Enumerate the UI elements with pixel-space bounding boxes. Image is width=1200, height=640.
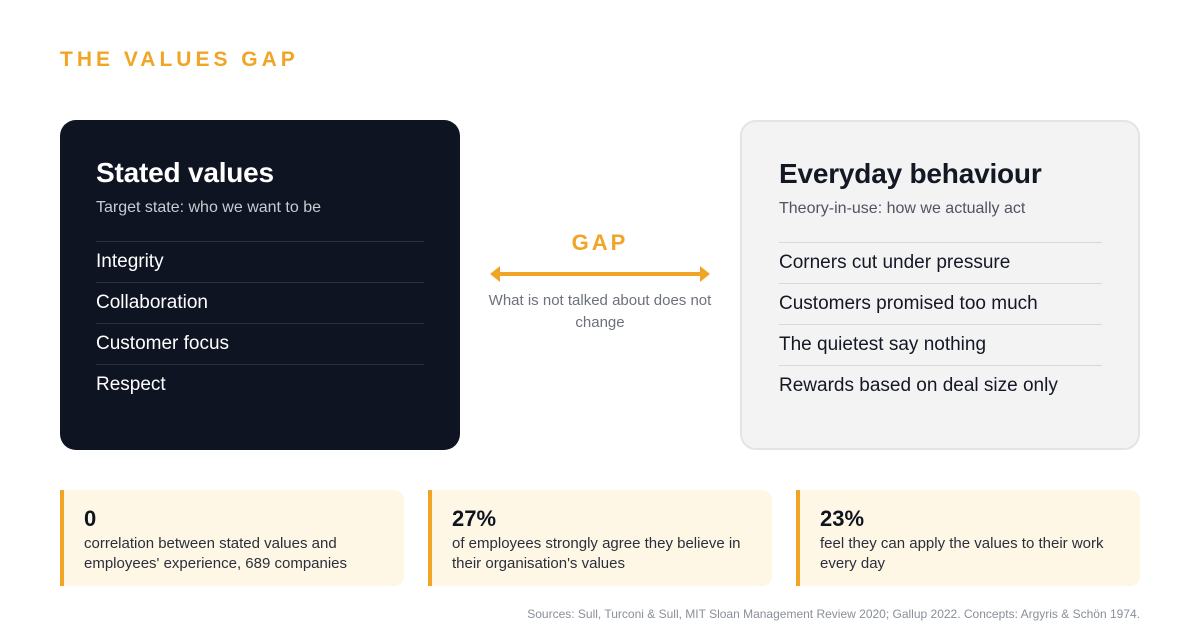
list-item: The quietest say nothing xyxy=(779,324,1102,365)
everyday-behaviour-card: Everyday behaviour Theory-in-use: how we… xyxy=(740,120,1140,450)
stat-value: 27% xyxy=(452,506,497,531)
stated-values-list: Integrity Collaboration Customer focus R… xyxy=(96,241,424,405)
double-arrow-icon xyxy=(490,266,710,282)
list-item: Collaboration xyxy=(96,282,424,323)
stat-description: correlation between stated values and em… xyxy=(84,535,348,572)
stat-card-believe: 27% of employees strongly agree they bel… xyxy=(428,490,772,586)
stat-description: feel they can apply the values to their … xyxy=(820,535,1104,572)
sources-footnote: Sources: Sull, Turconi & Sull, MIT Sloan… xyxy=(527,607,1140,621)
stated-values-card: Stated values Target state: who we want … xyxy=(60,120,460,450)
gap-label: GAP xyxy=(571,230,629,255)
list-item: Respect xyxy=(96,364,424,405)
stated-values-subtitle: Target state: who we want to be xyxy=(96,199,322,216)
gap-note: What is not talked about does not change xyxy=(488,292,712,331)
list-item: Customers promised too much xyxy=(779,283,1102,324)
everyday-behaviour-title: Everyday behaviour xyxy=(779,158,1042,189)
gap-indicator: GAP What is not talked about does not ch… xyxy=(480,230,720,334)
list-item: Customer focus xyxy=(96,323,424,364)
stat-value: 0 xyxy=(84,506,97,531)
list-item: Integrity xyxy=(96,241,424,282)
everyday-behaviour-subtitle: Theory-in-use: how we actually act xyxy=(779,200,1026,217)
stat-card-apply: 23% feel they can apply the values to th… xyxy=(796,490,1140,586)
stat-value: 23% xyxy=(820,506,865,531)
stat-card-correlation: 0 correlation between stated values and … xyxy=(60,490,404,586)
stat-description: of employees strongly agree they believe… xyxy=(452,535,741,572)
list-item: Corners cut under pressure xyxy=(779,242,1102,283)
everyday-behaviour-list: Corners cut under pressure Customers pro… xyxy=(779,242,1102,406)
list-item: Rewards based on deal size only xyxy=(779,365,1102,406)
page-kicker: THE VALUES GAP xyxy=(60,48,299,71)
stated-values-title: Stated values xyxy=(96,157,274,188)
